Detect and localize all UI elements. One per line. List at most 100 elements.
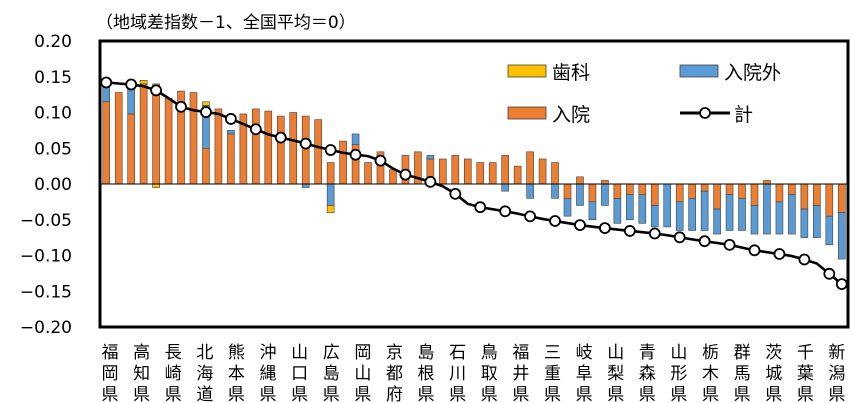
bar-segment (551, 183, 559, 199)
bar-segment (289, 112, 298, 185)
legend-label: 歯科 (552, 62, 590, 84)
bar-segment (725, 194, 734, 231)
y-tick-label: 0.20 (34, 32, 72, 52)
x-tick-label: 県 (670, 385, 687, 403)
x-tick-label: 形 (670, 364, 687, 384)
bar-segment (227, 130, 235, 135)
x-tick-label: 県 (291, 385, 308, 403)
legend-label: 入院 (552, 104, 590, 126)
bar-segment (202, 147, 210, 185)
x-tick-label: 梨 (607, 364, 624, 384)
total-marker (349, 148, 362, 161)
bar-segment (688, 198, 696, 231)
x-tick-label: 北 (196, 343, 213, 363)
y-tick-label: 0.10 (34, 104, 72, 124)
bar-segment (314, 119, 322, 185)
x-tick-label: 府 (386, 385, 403, 403)
bar-segment (713, 208, 721, 235)
bar-segment (127, 113, 135, 185)
total-marker (125, 78, 138, 91)
bar-segment (800, 208, 809, 238)
y-tick-label: −0.10 (20, 247, 72, 267)
bar-segment (800, 183, 809, 210)
x-tick-label: 県 (765, 385, 782, 403)
bar-segment (588, 201, 597, 221)
total-marker (773, 248, 786, 260)
x-tick-label: 海 (196, 364, 213, 384)
x-tick-label: 県 (734, 385, 751, 403)
bar-segment (738, 183, 746, 199)
x-tick-label: 県 (102, 385, 119, 403)
chart-subtitle: （地域差指数－1、全国平均＝0） (96, 13, 356, 33)
bar-segment (326, 162, 335, 185)
bar-segment (825, 215, 834, 246)
bar-segment (750, 183, 759, 206)
bar-segment (276, 115, 285, 185)
legend-swatch (507, 106, 547, 120)
x-tick-label: 阜 (576, 364, 593, 384)
x-tick-label: 城 (765, 364, 782, 384)
bar-segment (613, 183, 622, 199)
bar-segment (813, 205, 821, 238)
total-marker (274, 131, 287, 144)
bar-segment (389, 169, 397, 185)
x-tick-label: 県 (481, 385, 498, 403)
total-marker (150, 84, 163, 97)
bar-segment (650, 205, 659, 228)
x-tick-label: 潟 (828, 364, 845, 384)
x-tick-label: 山 (607, 343, 624, 363)
x-tick-label: 縄 (260, 364, 277, 384)
bar-segment (563, 198, 572, 217)
x-tick-label: 熊 (228, 343, 245, 363)
x-tick-label: 新 (828, 343, 845, 363)
total-marker (835, 278, 848, 291)
total-marker (673, 231, 686, 244)
bar-segment (588, 183, 597, 203)
total-marker (499, 205, 512, 218)
bar-segment (700, 183, 709, 192)
x-tick-label: 青 (639, 343, 656, 363)
x-tick-label: 県 (165, 385, 182, 403)
x-tick-label: 口 (291, 364, 308, 384)
x-tick-label: 栃 (702, 343, 719, 363)
x-tick-label: 鳥 (481, 343, 498, 363)
bar-segment (763, 180, 771, 185)
plot-frame (98, 39, 850, 329)
x-tick-label: 県 (512, 385, 529, 403)
x-tick-label: 三 (544, 343, 561, 363)
bar-segment (526, 151, 534, 185)
bar-segment (526, 183, 534, 199)
total-marker (648, 227, 661, 240)
total-marker (599, 222, 611, 234)
legend-label: 計 (734, 104, 753, 126)
bar-segment (825, 183, 834, 217)
x-tick-label: 井 (512, 364, 529, 384)
x-tick-label: 群 (734, 343, 751, 363)
bar-segment (463, 158, 472, 185)
bar-segment (351, 133, 360, 145)
bar-segment (326, 183, 335, 206)
total-marker (399, 168, 412, 181)
total-marker (299, 137, 312, 150)
bar-segment (638, 194, 647, 224)
x-tick-label: 県 (702, 385, 719, 403)
total-marker (723, 238, 736, 251)
total-marker (100, 76, 113, 89)
x-tick-label: 木 (702, 364, 719, 384)
bar-segment (501, 155, 509, 185)
x-tick-label: 県 (797, 385, 814, 403)
bar-segment (152, 83, 160, 185)
total-marker (424, 175, 437, 188)
x-tick-label: 福 (102, 343, 119, 363)
bar-segment (301, 183, 310, 188)
total-marker (175, 100, 187, 113)
x-tick-label: 長 (165, 343, 182, 363)
total-marker (249, 123, 262, 136)
bar-segment (626, 183, 634, 196)
total-marker (574, 219, 586, 232)
bar-segment (326, 205, 335, 213)
x-tick-label: 県 (228, 385, 245, 403)
bar-segment (813, 183, 821, 206)
bar-segment (626, 194, 634, 221)
bar-segment (152, 183, 160, 188)
